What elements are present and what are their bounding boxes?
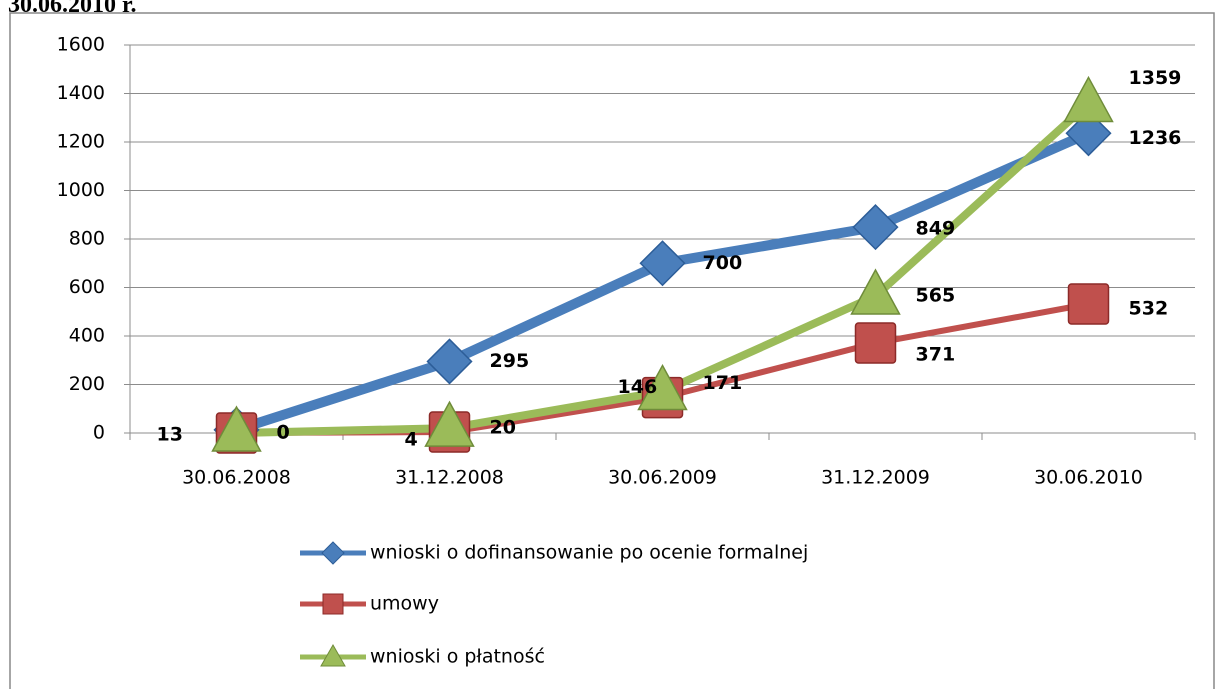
y-tick-label: 1400 [57,82,105,104]
data-label: 1359 [1129,67,1182,89]
chart-border [9,12,1215,689]
legend-marker [320,643,346,667]
legend-label: umowy [370,593,439,615]
data-label: 4 [405,429,418,451]
data-label: 295 [490,350,530,372]
legend-label: wnioski o płatność [370,646,545,668]
data-label: 13 [157,423,183,445]
x-tick-label: 30.06.2010 [1034,467,1143,489]
data-label: 20 [490,417,516,439]
x-tick-label: 30.06.2009 [608,467,717,489]
legend-marker [322,593,344,615]
marker [639,240,686,287]
data-label: 371 [916,344,956,366]
y-tick-label: 200 [69,373,105,395]
data-label: 849 [916,218,956,240]
y-tick-label: 800 [69,228,105,250]
marker [424,400,475,447]
x-tick-label: 30.06.2008 [182,467,291,489]
marker [852,204,899,251]
y-tick-label: 1000 [57,179,105,201]
marker [850,268,901,315]
data-label: 1236 [1129,127,1182,149]
y-tick-label: 0 [93,422,105,444]
marker [854,322,897,364]
data-label: 0 [277,422,290,444]
marker [637,363,688,411]
data-label: 146 [618,376,658,398]
data-label: 565 [916,284,956,306]
y-tick-label: 600 [69,276,105,298]
marker [1067,283,1110,325]
y-tick-label: 1200 [57,131,105,153]
y-tick-label: 400 [69,325,105,347]
x-tick-label: 31.12.2009 [821,467,930,489]
marker [426,338,473,385]
data-label: 0 [277,422,290,444]
x-tick-label: 31.12.2008 [395,467,504,489]
legend-label: wnioski o dofinansowanie po ocenie forma… [370,542,808,564]
legend-marker [321,541,345,565]
data-label: 532 [1129,297,1169,319]
data-label: 171 [703,372,743,394]
marker [1065,110,1112,157]
chart-title: 30.06.2010 r. [8,0,136,18]
y-tick-label: 1600 [57,34,105,56]
marker [211,405,262,452]
data-label: 700 [703,252,743,274]
marker [1063,75,1114,123]
